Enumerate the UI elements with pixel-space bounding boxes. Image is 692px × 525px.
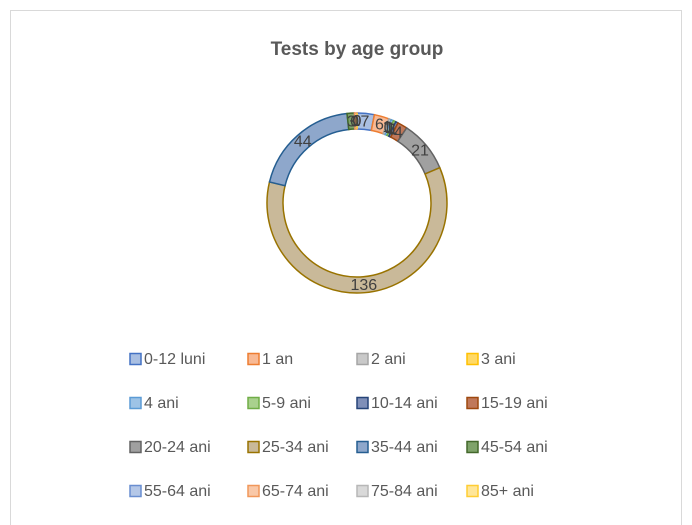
legend-swatch (466, 440, 479, 454)
data-label: 21 (411, 143, 429, 160)
data-label: 7 (361, 114, 370, 131)
legend-swatch (356, 440, 369, 454)
legend-swatch (247, 352, 260, 366)
data-label: 4 (394, 124, 403, 141)
legend-swatch (129, 484, 142, 498)
legend-label: 4 ani (144, 395, 179, 412)
legend-swatch (466, 396, 479, 410)
legend-label: 5-9 ani (262, 395, 311, 412)
legend-label: 85+ ani (481, 483, 534, 500)
legend-swatch (129, 396, 142, 410)
data-label: 136 (350, 277, 377, 294)
data-label: 1 (387, 121, 396, 138)
legend-label: 65-74 ani (262, 483, 329, 500)
data-label: 6 (375, 116, 384, 133)
legend-swatch (356, 352, 369, 366)
legend-label: 55-64 ani (144, 483, 211, 500)
legend-label: 10-14 ani (371, 395, 438, 412)
legend-label: 25-34 ani (262, 439, 329, 456)
legend-swatch (247, 396, 260, 410)
legend-label: 0-12 luni (144, 351, 205, 368)
legend-label: 15-19 ani (481, 395, 548, 412)
data-label: 0 (384, 119, 393, 136)
legend-label: 35-44 ani (371, 439, 438, 456)
chart-frame (10, 10, 682, 525)
data-label: 44 (294, 134, 312, 151)
legend-swatch (129, 440, 142, 454)
legend-swatch (466, 352, 479, 366)
data-label: 3 (347, 113, 356, 130)
data-label: 1 (383, 119, 392, 136)
data-label: 0 (353, 113, 362, 130)
data-label: 0 (353, 113, 362, 130)
data-label: 0 (350, 113, 359, 130)
legend-label: 1 an (262, 351, 293, 368)
legend-swatch (356, 484, 369, 498)
data-label: 1 (385, 120, 394, 137)
legend-swatch (247, 440, 260, 454)
legend-label: 2 ani (371, 351, 406, 368)
data-label: 1 (389, 122, 398, 139)
legend-swatch (356, 396, 369, 410)
legend-swatch (247, 484, 260, 498)
data-label: 1 (351, 113, 360, 130)
legend-swatch (466, 484, 479, 498)
legend-label: 45-54 ani (481, 439, 548, 456)
legend-label: 3 ani (481, 351, 516, 368)
legend-label: 75-84 ani (371, 483, 438, 500)
legend-label: 20-24 ani (144, 439, 211, 456)
chart-title: Tests by age group (271, 39, 444, 60)
legend-swatch (129, 352, 142, 366)
